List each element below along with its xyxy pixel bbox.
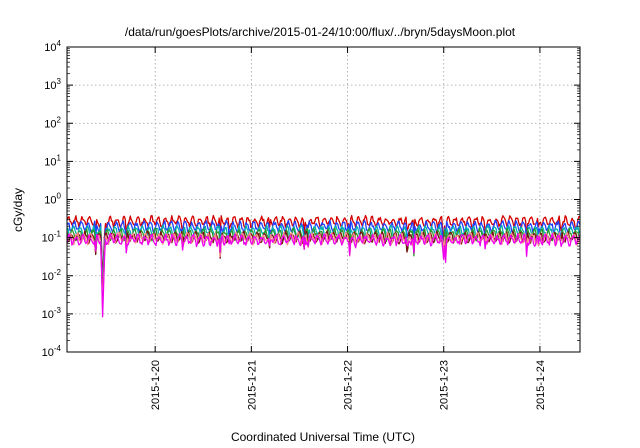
series-line-0	[66, 214, 581, 281]
series-line-5	[66, 231, 581, 307]
x-tick-label: 2015-1-21	[246, 360, 258, 410]
x-tick-label: 2015-1-23	[439, 360, 451, 410]
y-tick-label: 104	[44, 39, 61, 54]
grid	[67, 47, 580, 352]
y-tick-label: 101	[44, 153, 61, 168]
chart-title: /data/run/goesPlots/archive/2015-01-24/1…	[125, 25, 516, 39]
y-tick-label: 102	[44, 115, 61, 130]
y-tick-label: 10-2	[42, 268, 62, 283]
series-layer	[66, 214, 581, 318]
x-tick-label: 2015-1-20	[150, 360, 162, 410]
x-tick-label: 2015-1-22	[343, 360, 355, 410]
y-ticks: 10-4 10-3 10-2 10-1 100 101 102 103 104	[42, 39, 580, 359]
y-tick-label: 10-3	[42, 306, 62, 321]
x-axis-label: Coordinated Universal Time (UTC)	[231, 430, 415, 444]
y-tick-label: 100	[44, 192, 61, 207]
x-tick-label: 2015-1-24	[535, 360, 547, 410]
y-tick-label: 10-1	[42, 230, 62, 245]
y-tick-label: 103	[44, 77, 61, 92]
series-line-6	[66, 232, 581, 318]
y-axis-label: cGy/day	[11, 188, 25, 232]
x-ticks: 2015-1-20 2015-1-21 2015-1-22 2015-1-23 2015…	[150, 47, 547, 410]
series-line-1	[66, 219, 581, 288]
y-tick-label: 10-4	[42, 344, 62, 359]
